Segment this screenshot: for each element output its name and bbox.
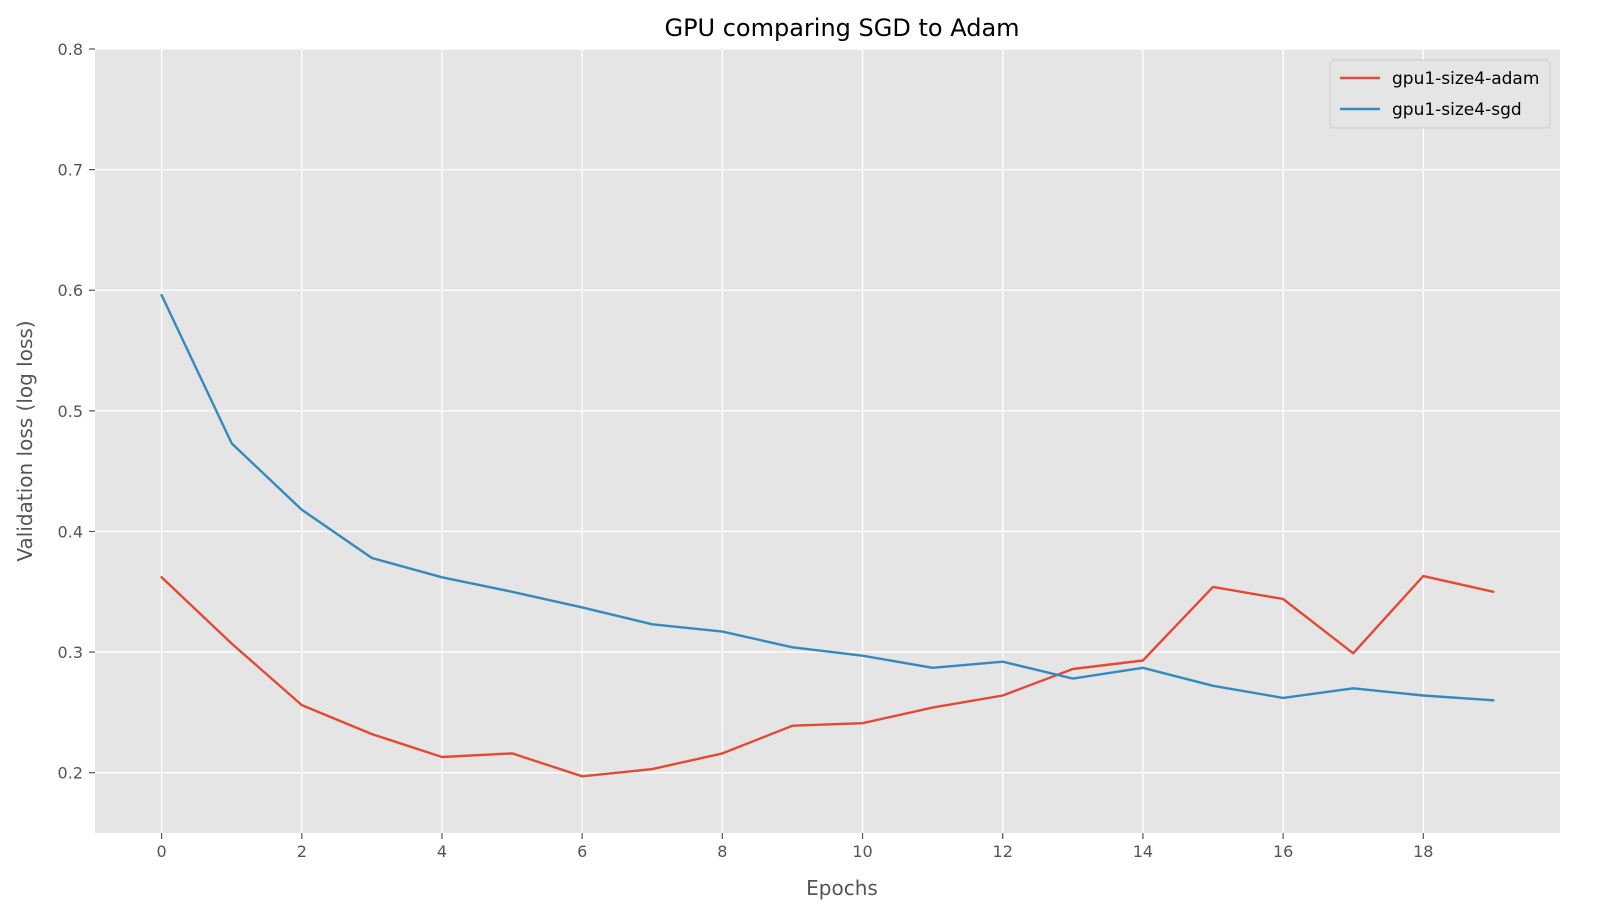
legend-box [1329,59,1551,129]
x-tick-label: 8 [717,842,727,861]
plot-area [95,49,1560,833]
y-tick-label: 0.4 [58,522,83,541]
y-tick-label: 0.6 [58,281,83,300]
series-line-gpu1-size4-sgd [160,293,1495,702]
x-tick-label: 0 [156,842,166,861]
y-tick-label: 0.3 [58,643,83,662]
y-tick-label: 0.2 [58,764,83,783]
series-line-gpu1-size4-adam [160,574,1495,778]
y-axis-label: Validation loss (log loss) [13,320,37,561]
series-lines [160,293,1495,778]
x-tick-label: 10 [852,842,872,861]
y-tick-label: 0.7 [58,161,83,180]
x-tick-label: 14 [1133,842,1153,861]
y-tick-label: 0.5 [58,402,83,421]
grid-lines [95,48,1560,833]
x-tick-label: 18 [1413,842,1433,861]
axis-ticks: 0 2 4 6 8 10 12 14 16 18 0.2 0.3 0.4 0.5 0.6 0.7 0.8 [58,40,1434,861]
x-tick-label: 12 [993,842,1013,861]
x-tick-label: 2 [297,842,307,861]
x-tick-label: 4 [437,842,447,861]
x-axis-label: Epochs [806,876,878,900]
x-tick-label: 6 [577,842,587,861]
legend-label: gpu1-size4-adam [1392,69,1539,89]
legend: gpu1-size4-adam gpu1-size4-sgd [1329,59,1551,129]
chart-title: GPU comparing SGD to Adam [664,14,1019,42]
y-tick-label: 0.8 [58,40,83,59]
legend-label: gpu1-size4-sgd [1392,100,1522,120]
x-tick-label: 16 [1273,842,1293,861]
